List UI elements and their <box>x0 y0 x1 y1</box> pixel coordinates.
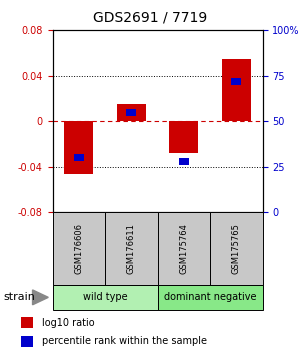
Text: strain: strain <box>3 292 35 302</box>
Bar <box>158 285 262 310</box>
Bar <box>52 212 105 285</box>
Text: GDS2691 / 7719: GDS2691 / 7719 <box>93 11 207 25</box>
Text: GSM176606: GSM176606 <box>74 223 83 274</box>
Bar <box>105 212 158 285</box>
Text: percentile rank within the sample: percentile rank within the sample <box>42 336 207 346</box>
Bar <box>179 158 189 165</box>
Bar <box>210 212 262 285</box>
Bar <box>21 317 33 328</box>
Bar <box>169 121 198 153</box>
Bar <box>231 78 241 85</box>
Bar <box>126 109 136 115</box>
Text: GSM175764: GSM175764 <box>179 223 188 274</box>
Bar <box>222 58 251 121</box>
Bar <box>52 285 158 310</box>
Bar <box>64 121 93 174</box>
Text: wild type: wild type <box>83 292 127 302</box>
Text: dominant negative: dominant negative <box>164 292 256 302</box>
Text: GSM175765: GSM175765 <box>232 223 241 274</box>
Polygon shape <box>32 290 48 305</box>
Bar <box>117 104 146 121</box>
Text: GSM176611: GSM176611 <box>127 223 136 274</box>
Text: log10 ratio: log10 ratio <box>42 318 94 327</box>
Bar <box>74 154 84 161</box>
Bar <box>158 212 210 285</box>
Bar <box>21 336 33 347</box>
